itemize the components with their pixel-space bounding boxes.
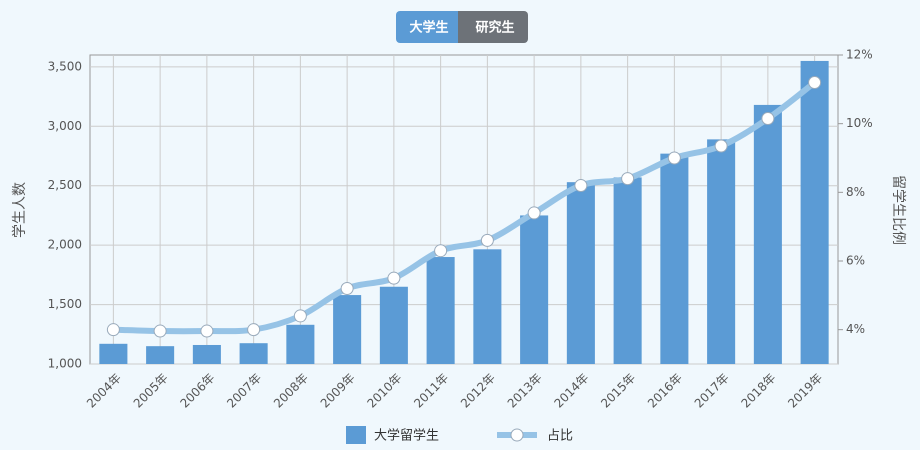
x-tick-label: 2014年 [551,371,591,411]
bar [333,295,362,364]
x-tick-label: 2004年 [84,371,124,411]
y2-tick-label: 8% [846,185,865,199]
x-tick-label: 2013年 [505,371,545,411]
line-point [387,271,401,285]
x-tick-label: 2009年 [318,371,358,411]
line-point [200,324,214,338]
y2-axis-label: 留学生比例 [890,175,906,245]
bar [426,257,455,364]
bar [660,153,689,364]
line-point [808,75,822,89]
bar [566,182,595,364]
x-tick-label: 2017年 [692,371,732,411]
line-point [574,178,588,192]
x-tick-label: 2019年 [785,371,825,411]
bar [473,249,502,364]
line-point [434,244,448,258]
y-tick-label: 3,500 [48,59,82,73]
x-tick-label: 2007年 [224,371,264,411]
y-tick-label: 1,000 [48,357,82,371]
y-tick-label: 2,500 [48,178,82,192]
y-tick-label: 3,000 [48,119,82,133]
tab-label[interactable]: 大学生 [409,20,448,36]
bar [800,60,829,364]
tab-label[interactable]: 研究生 [475,20,514,36]
tab-joint [458,11,466,43]
x-tick-label: 2016年 [645,371,685,411]
line-point [106,323,120,337]
line-point [480,233,494,247]
bar [707,139,736,364]
bar [146,346,175,364]
legend-label: 大学留学生 [374,428,439,444]
x-tick-label: 2018年 [738,371,778,411]
y-tick-label: 1,500 [48,297,82,311]
bar [239,343,268,364]
x-tick-label: 2006年 [177,371,217,411]
line-point [761,112,775,126]
bar [286,324,315,364]
bar [192,344,221,364]
tab-active[interactable] [396,11,462,43]
y2-tick-label: 10% [846,116,873,130]
legend-swatch-point [510,428,524,442]
x-tick-label: 2008年 [271,371,311,411]
x-tick-label: 2005年 [131,371,171,411]
bar [520,215,549,364]
y2-tick-label: 12% [846,48,873,62]
bar [753,104,782,365]
line-point [527,206,541,220]
tab[interactable] [458,11,528,43]
line-point [153,324,167,338]
y2-tick-label: 6% [846,254,865,268]
bar [613,177,642,364]
line-point [340,281,354,295]
x-tick-label: 2015年 [598,371,638,411]
y-tick-label: 2,000 [48,238,82,252]
bar [99,343,128,364]
y2-tick-label: 4% [846,322,865,336]
x-tick-label: 2011年 [411,371,451,411]
y-axis-label: 学生人数 [12,182,28,238]
line-point [293,309,307,323]
legend-label: 占比 [547,429,573,444]
bar [379,286,408,364]
x-tick-label: 2012年 [458,371,498,411]
line-point [667,151,681,165]
line-point [621,172,635,186]
line [110,79,818,335]
x-tick-label: 2010年 [364,371,404,411]
line-point [714,139,728,153]
legend-swatch [346,426,366,444]
line-point [247,323,261,337]
